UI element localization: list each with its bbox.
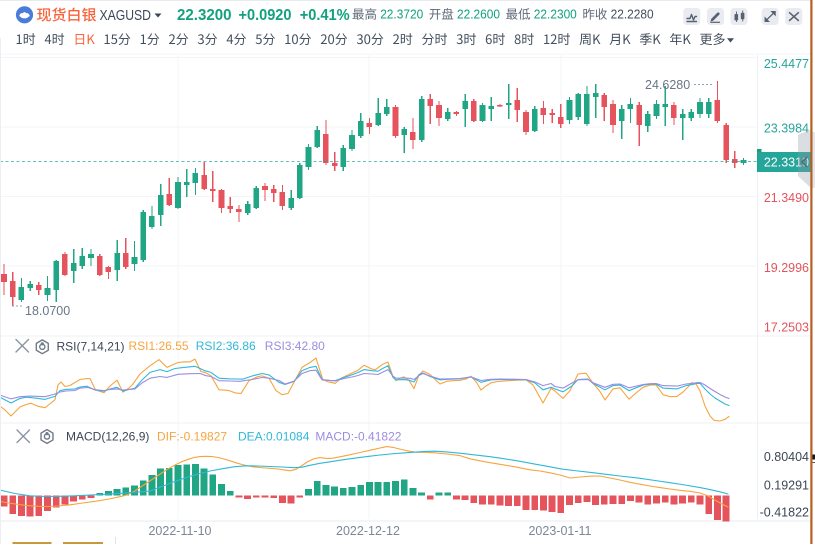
svg-text:0.19291: 0.19291 [764,478,809,492]
svg-text:MACD:-0.41822: MACD:-0.41822 [315,430,401,444]
svg-text:RSI(7,14,21): RSI(7,14,21) [57,340,125,354]
svg-text:22.3720: 22.3720 [380,8,423,22]
svg-text:XAGUSD: XAGUSD [100,7,152,24]
svg-text:22.3200: 22.3200 [177,7,232,24]
svg-text:2022-12-12: 2022-12-12 [336,524,400,538]
svg-text:19.2996: 19.2996 [764,261,809,275]
svg-text:RSI1:26.55: RSI1:26.55 [129,339,189,353]
svg-text:MACD(12,26,9): MACD(12,26,9) [66,430,149,444]
svg-text:RSI3:42.80: RSI3:42.80 [265,339,325,353]
svg-text:22.2600: 22.2600 [457,8,500,22]
svg-text:2023-01-11: 2023-01-11 [528,524,591,538]
svg-text:+0.0920: +0.0920 [239,7,292,24]
svg-text:17.2503: 17.2503 [764,321,809,335]
svg-text:0.80404: 0.80404 [764,450,809,464]
svg-text:25.4477: 25.4477 [764,57,809,71]
svg-text:18.0700: 18.0700 [25,304,70,318]
svg-text:+0.41%: +0.41% [300,7,350,24]
svg-text:DEA:0.01084: DEA:0.01084 [238,430,310,444]
svg-text:22.2280: 22.2280 [611,8,654,22]
svg-text:RSI2:36.86: RSI2:36.86 [196,339,256,353]
svg-text:21.3490: 21.3490 [764,191,809,205]
svg-text:24.6280: 24.6280 [645,78,690,92]
svg-text:-0.41822: -0.41822 [760,506,809,520]
svg-text:2022-11-10: 2022-11-10 [148,524,211,538]
svg-text:DIF:-0.19827: DIF:-0.19827 [157,430,227,444]
svg-text:22.2300: 22.2300 [534,8,577,22]
